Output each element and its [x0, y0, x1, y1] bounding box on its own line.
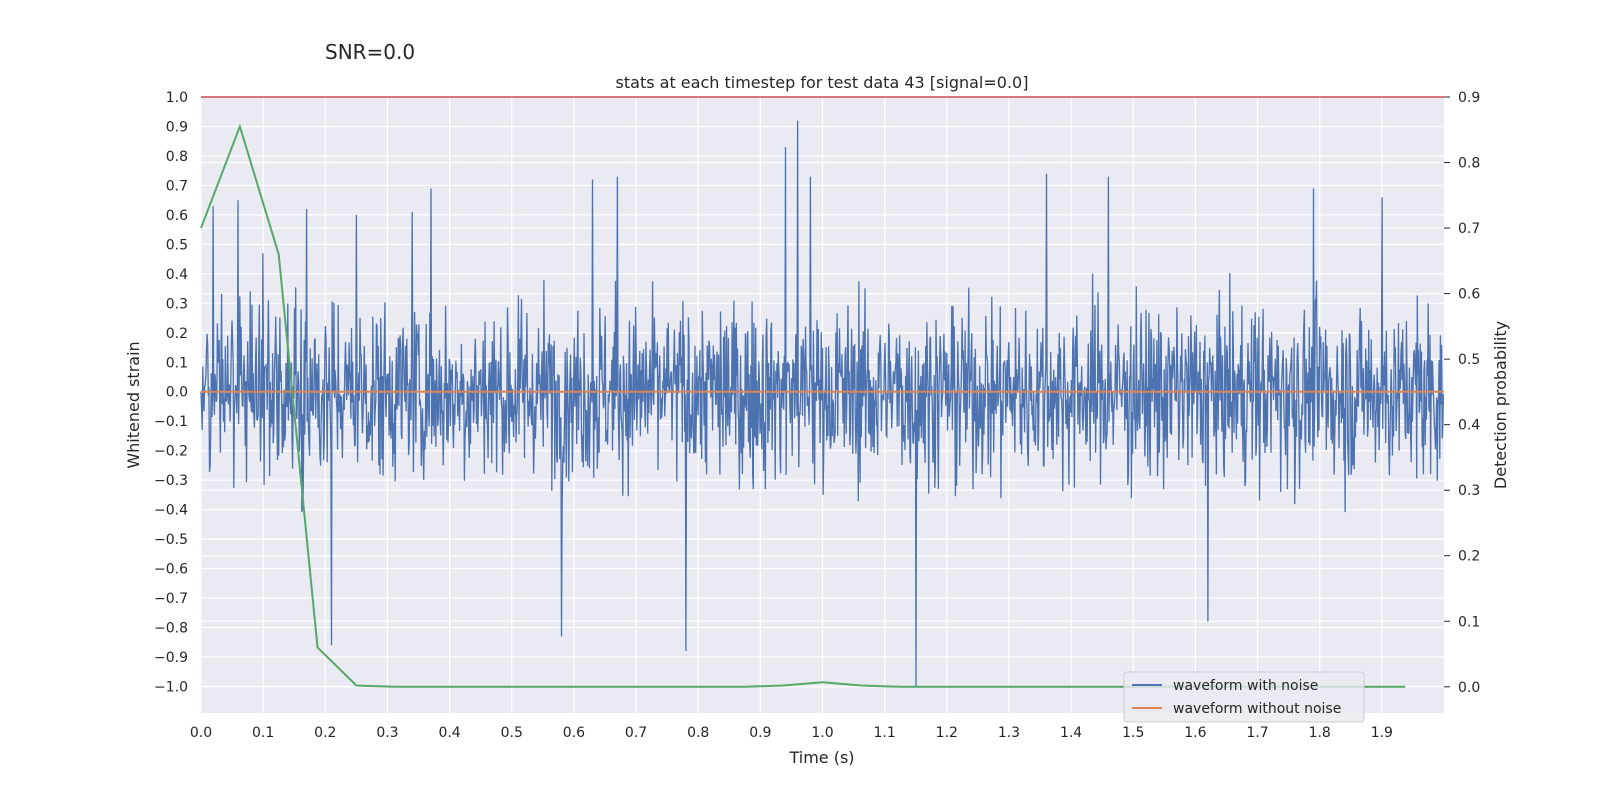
chart-title: stats at each timestep for test data 43 … — [616, 73, 1029, 92]
legend: waveform with noise waveform without noi… — [1123, 671, 1365, 723]
x-tick-label: 0.0 — [190, 725, 212, 741]
legend-box — [1123, 671, 1365, 723]
y-tick-label: 0.3 — [166, 296, 188, 312]
x-tick-label: 1.0 — [811, 725, 833, 741]
x-tick-label: 1.6 — [1184, 725, 1206, 741]
y-tick-label: −0.7 — [154, 591, 188, 607]
y-tick-label: −0.8 — [154, 621, 188, 637]
x-axis-label: Time (s) — [788, 748, 854, 767]
y-tick-labels: 1.0 0.9 0.8 0.7 0.6 0.5 0.4 0.3 0.2 0.1 0.0 −0.1 −0.… — [154, 90, 188, 695]
y-tick-label: −0.5 — [154, 532, 188, 548]
y2-tick-label: 0.0 — [1458, 680, 1480, 696]
x-tick-label: 1.7 — [1246, 725, 1268, 741]
x-tick-label: 1.2 — [936, 725, 958, 741]
x-tick-label: 1.4 — [1060, 725, 1082, 741]
y2-tick-label: 0.7 — [1458, 221, 1480, 237]
y2-tick-label: 0.5 — [1458, 352, 1480, 368]
y2-tick-label: 0.3 — [1458, 483, 1480, 499]
y-axis-label: Whitened strain — [124, 341, 143, 468]
y-tick-label: 0.1 — [166, 355, 188, 371]
y-tick-label: 0.2 — [166, 326, 188, 342]
y2-tick-label: 0.2 — [1458, 549, 1480, 565]
figure-suptitle: SNR=0.0 — [325, 40, 416, 64]
y2-axis-label: Detection probability — [1491, 321, 1510, 489]
x-tick-label: 0.4 — [438, 725, 460, 741]
x-tick-label: 1.8 — [1309, 725, 1331, 741]
y-tick-label: 0.6 — [166, 208, 188, 224]
y-tick-label: −0.4 — [154, 503, 188, 519]
x-tick-label: 0.3 — [376, 725, 398, 741]
y-tick-label: 1.0 — [166, 90, 188, 106]
y-tick-label: −0.9 — [154, 650, 188, 666]
x-tick-label: 1.5 — [1122, 725, 1144, 741]
y-tick-label: 0.4 — [166, 267, 188, 283]
y2-tick-label: 0.8 — [1458, 156, 1480, 172]
y2-tick-label: 0.4 — [1458, 418, 1480, 434]
y2-tick-label: 0.9 — [1458, 90, 1480, 106]
x-tick-label: 1.3 — [998, 725, 1020, 741]
legend-label-clean: waveform without noise — [1173, 701, 1341, 717]
y2-tick-label: 0.1 — [1458, 614, 1480, 630]
x-tick-label: 0.8 — [687, 725, 709, 741]
y-tick-label: −0.6 — [154, 562, 188, 578]
y-tick-label: −0.3 — [154, 473, 188, 489]
y2-tick-label: 0.6 — [1458, 287, 1480, 303]
x-tick-label: 0.1 — [252, 725, 274, 741]
y-tick-label: 0.8 — [166, 149, 188, 165]
x-tick-label: 0.5 — [501, 725, 523, 741]
x-tick-labels: 0.0 0.1 0.2 0.3 0.4 0.5 0.6 0.7 0.8 0.9 1.0 1.1 1.2 1… — [190, 725, 1393, 741]
y-tick-label: 0.5 — [166, 237, 188, 253]
legend-label-noise: waveform with noise — [1173, 678, 1318, 694]
y-tick-label: −0.2 — [154, 444, 188, 460]
x-tick-label: 0.2 — [314, 725, 336, 741]
x-tick-label: 0.7 — [625, 725, 647, 741]
x-tick-label: 0.6 — [563, 725, 585, 741]
y-tick-label: 0.9 — [166, 119, 188, 135]
x-tick-label: 1.1 — [874, 725, 896, 741]
y2-tick-labels: 0.9 0.8 0.7 0.6 0.5 0.4 0.3 0.2 0.1 0.0 — [1444, 90, 1480, 696]
y-tick-label: −1.0 — [154, 679, 188, 695]
x-tick-label: 0.9 — [749, 725, 771, 741]
line-waveform-with-noise — [200, 120, 1445, 687]
y-tick-label: 0.7 — [166, 178, 188, 194]
x-tick-label: 1.9 — [1371, 725, 1393, 741]
y-tick-label: −0.1 — [154, 414, 188, 430]
series-waveform-with-noise — [200, 120, 1445, 687]
y-tick-label: 0.0 — [166, 385, 188, 401]
